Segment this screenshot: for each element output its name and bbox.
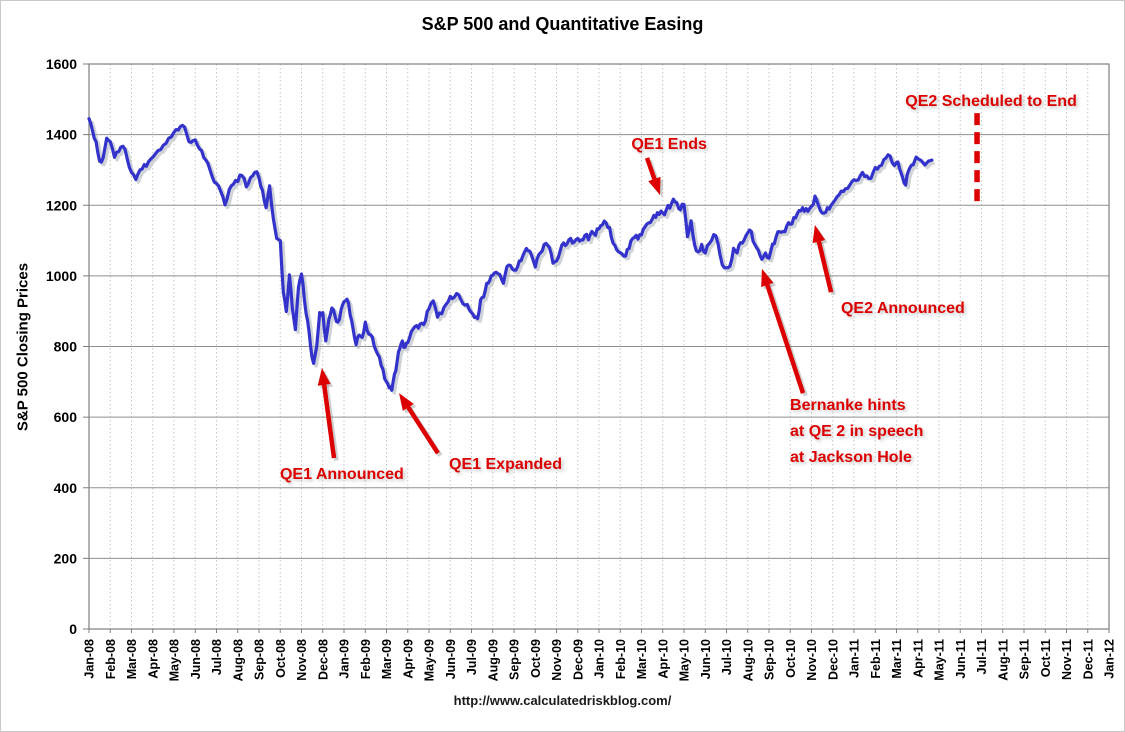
svg-text:Dec-11: Dec-11 xyxy=(1081,639,1095,679)
svg-text:600: 600 xyxy=(54,409,78,425)
svg-text:Jan-11: Jan-11 xyxy=(848,639,862,678)
svg-text:200: 200 xyxy=(54,550,78,566)
svg-text:Jun-09: Jun-09 xyxy=(444,639,458,679)
axis-ticks xyxy=(83,63,1110,633)
svg-text:1000: 1000 xyxy=(46,268,77,284)
svg-text:Dec-08: Dec-08 xyxy=(316,639,330,680)
source-url: http://www.calculatedriskblog.com/ xyxy=(453,693,672,708)
svg-text:Nov-09: Nov-09 xyxy=(550,639,564,681)
y-gridlines xyxy=(89,134,1109,559)
svg-text:Jan-08: Jan-08 xyxy=(83,639,97,679)
svg-text:Jul-11: Jul-11 xyxy=(975,639,989,674)
svg-text:Oct-10: Oct-10 xyxy=(784,639,798,678)
svg-text:May-08: May-08 xyxy=(168,639,182,681)
svg-text:Mar-08: Mar-08 xyxy=(125,639,139,679)
svg-text:Feb-09: Feb-09 xyxy=(359,639,373,679)
svg-text:Oct-08: Oct-08 xyxy=(274,639,288,678)
svg-text:400: 400 xyxy=(54,480,78,496)
svg-text:Jul-09: Jul-09 xyxy=(465,639,479,675)
svg-text:Sep-09: Sep-09 xyxy=(508,639,522,680)
svg-text:Apr-11: Apr-11 xyxy=(911,639,925,678)
chart-title: S&P 500 and Quantitative Easing xyxy=(421,14,704,34)
svg-text:1400: 1400 xyxy=(46,127,77,143)
svg-text:Mar-11: Mar-11 xyxy=(890,639,904,679)
svg-text:Jun-08: Jun-08 xyxy=(189,639,203,679)
svg-text:Jul-08: Jul-08 xyxy=(210,639,224,675)
svg-text:Jun-10: Jun-10 xyxy=(699,639,713,679)
svg-text:Mar-09: Mar-09 xyxy=(380,639,394,679)
annotation-qe2-scheduled-to-end: QE2 Scheduled to End xyxy=(905,92,1077,110)
svg-text:Jul-10: Jul-10 xyxy=(720,639,734,675)
svg-text:Nov-10: Nov-10 xyxy=(805,639,819,681)
svg-text:Jan-12: Jan-12 xyxy=(1103,639,1117,679)
svg-text:Aug-11: Aug-11 xyxy=(996,639,1010,681)
svg-text:Aug-08: Aug-08 xyxy=(231,639,245,681)
svg-text:Apr-08: Apr-08 xyxy=(146,639,160,679)
svg-text:Dec-09: Dec-09 xyxy=(571,639,585,680)
svg-text:Nov-11: Nov-11 xyxy=(1060,639,1074,680)
annotation-qe1-announced: QE1 Announced xyxy=(279,466,404,484)
svg-text:800: 800 xyxy=(54,339,78,355)
svg-text:Jan-10: Jan-10 xyxy=(593,639,607,679)
svg-text:Sep-08: Sep-08 xyxy=(253,639,267,680)
svg-text:Dec-10: Dec-10 xyxy=(826,639,840,680)
svg-text:Feb-10: Feb-10 xyxy=(614,639,628,679)
svg-text:May-09: May-09 xyxy=(423,639,437,681)
price-line xyxy=(87,117,935,395)
svg-text:May-11: May-11 xyxy=(933,639,947,681)
annotation-qe1-ends: QE1 Ends xyxy=(631,135,707,153)
price-line-shadow xyxy=(89,120,935,395)
svg-text:Sep-11: Sep-11 xyxy=(1018,639,1032,679)
svg-text:1600: 1600 xyxy=(46,56,77,72)
svg-text:Aug-10: Aug-10 xyxy=(741,639,755,681)
svg-text:Aug-09: Aug-09 xyxy=(486,639,500,681)
svg-text:Oct-09: Oct-09 xyxy=(529,639,543,678)
price-line-path xyxy=(87,117,934,392)
svg-text:Jun-11: Jun-11 xyxy=(954,639,968,679)
svg-text:Sep-10: Sep-10 xyxy=(763,639,777,680)
svg-text:May-10: May-10 xyxy=(678,639,692,681)
svg-text:Mar-10: Mar-10 xyxy=(635,639,649,679)
svg-text:Feb-11: Feb-11 xyxy=(869,639,883,679)
annotation-qe1-expanded: QE1 Expanded xyxy=(449,456,562,474)
y-axis-labels: 0 200 400 600 800 1000 1200 1400 1600 xyxy=(46,56,77,637)
svg-text:0: 0 xyxy=(69,621,77,637)
annotation-qe2-announced: QE2 Announced xyxy=(840,300,965,318)
svg-text:Oct-11: Oct-11 xyxy=(1039,639,1053,677)
annotation-bernanke-jackson-hole: Bernanke hints at QE 2 in speech at Jack… xyxy=(790,397,924,467)
svg-text:Apr-10: Apr-10 xyxy=(656,639,670,679)
svg-text:Apr-09: Apr-09 xyxy=(401,639,415,679)
svg-text:1200: 1200 xyxy=(46,197,77,213)
x-axis-labels: Jan-08 Feb-08 Mar-08 Apr-08 May-08 Jun-08 Jul-… xyxy=(83,639,1117,681)
annotation-arrows xyxy=(317,113,980,461)
svg-text:Nov-08: Nov-08 xyxy=(295,639,309,681)
svg-text:Jan-09: Jan-09 xyxy=(338,639,352,679)
svg-text:Feb-08: Feb-08 xyxy=(104,639,118,679)
